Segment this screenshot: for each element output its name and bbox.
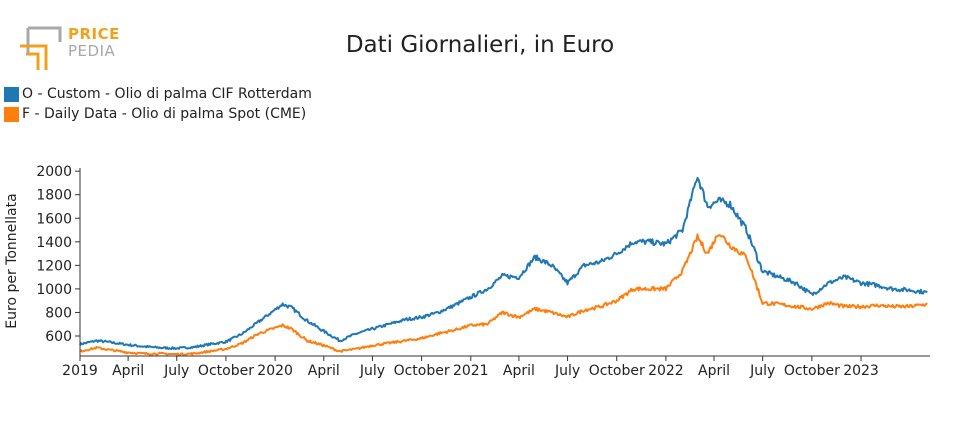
y-tick-label: 1600 (36, 211, 72, 227)
legend-label: F - Daily Data - Olio di palma Spot (CME… (22, 106, 307, 122)
x-tick-label: October (784, 363, 840, 379)
logo-text-pedia: PEDIA (68, 42, 116, 60)
legend-item-cif-rotterdam[interactable]: O - Custom - Olio di palma CIF Rotterdam (4, 84, 312, 104)
x-tick-label: 2021 (453, 363, 489, 379)
logo-mark-icon (20, 26, 62, 70)
x-tick-label: October (589, 363, 645, 379)
y-tick-label: 600 (45, 329, 72, 345)
y-tick-label: 1800 (36, 188, 72, 204)
x-tick-label: 2022 (648, 363, 684, 379)
y-tick-label: 1000 (36, 282, 72, 298)
x-tick-label: 2020 (257, 363, 293, 379)
x-tick-label: July (554, 363, 580, 379)
logo-text-price: PRICE (68, 25, 120, 43)
y-axis-title: Euro per Tonnellata (4, 193, 20, 328)
y-tick-label: 2000 (36, 164, 72, 180)
y-tick-label: 1200 (36, 258, 72, 274)
x-tick-label: July (359, 363, 385, 379)
x-tick-label: April (503, 363, 535, 379)
legend-item-spot-cme[interactable]: F - Daily Data - Olio di palma Spot (CME… (4, 104, 312, 124)
legend-swatch-orange (4, 106, 19, 122)
legend-label: O - Custom - Olio di palma CIF Rotterdam (22, 86, 312, 102)
x-tick-label: April (112, 363, 144, 379)
y-tick-label: 1400 (36, 235, 72, 251)
x-tick-label: October (394, 363, 450, 379)
x-tick-label: 2023 (843, 363, 879, 379)
chart-title: Dati Giornalieri, in Euro (345, 32, 615, 58)
legend-swatch-blue (4, 86, 19, 102)
y-tick-label: 800 (45, 305, 72, 321)
x-tick-label: April (308, 363, 340, 379)
x-tick-label: 2019 (62, 363, 98, 379)
series-line-0 (79, 177, 928, 350)
x-tick-label: July (749, 363, 775, 379)
x-tick-label: April (698, 363, 730, 379)
chart-legend: O - Custom - Olio di palma CIF Rotterdam… (4, 84, 312, 124)
x-tick-label: July (163, 363, 189, 379)
pricepedia-logo: PRICE PEDIA (18, 24, 128, 74)
series-line-1 (79, 233, 928, 357)
x-tick-label: October (198, 363, 254, 379)
